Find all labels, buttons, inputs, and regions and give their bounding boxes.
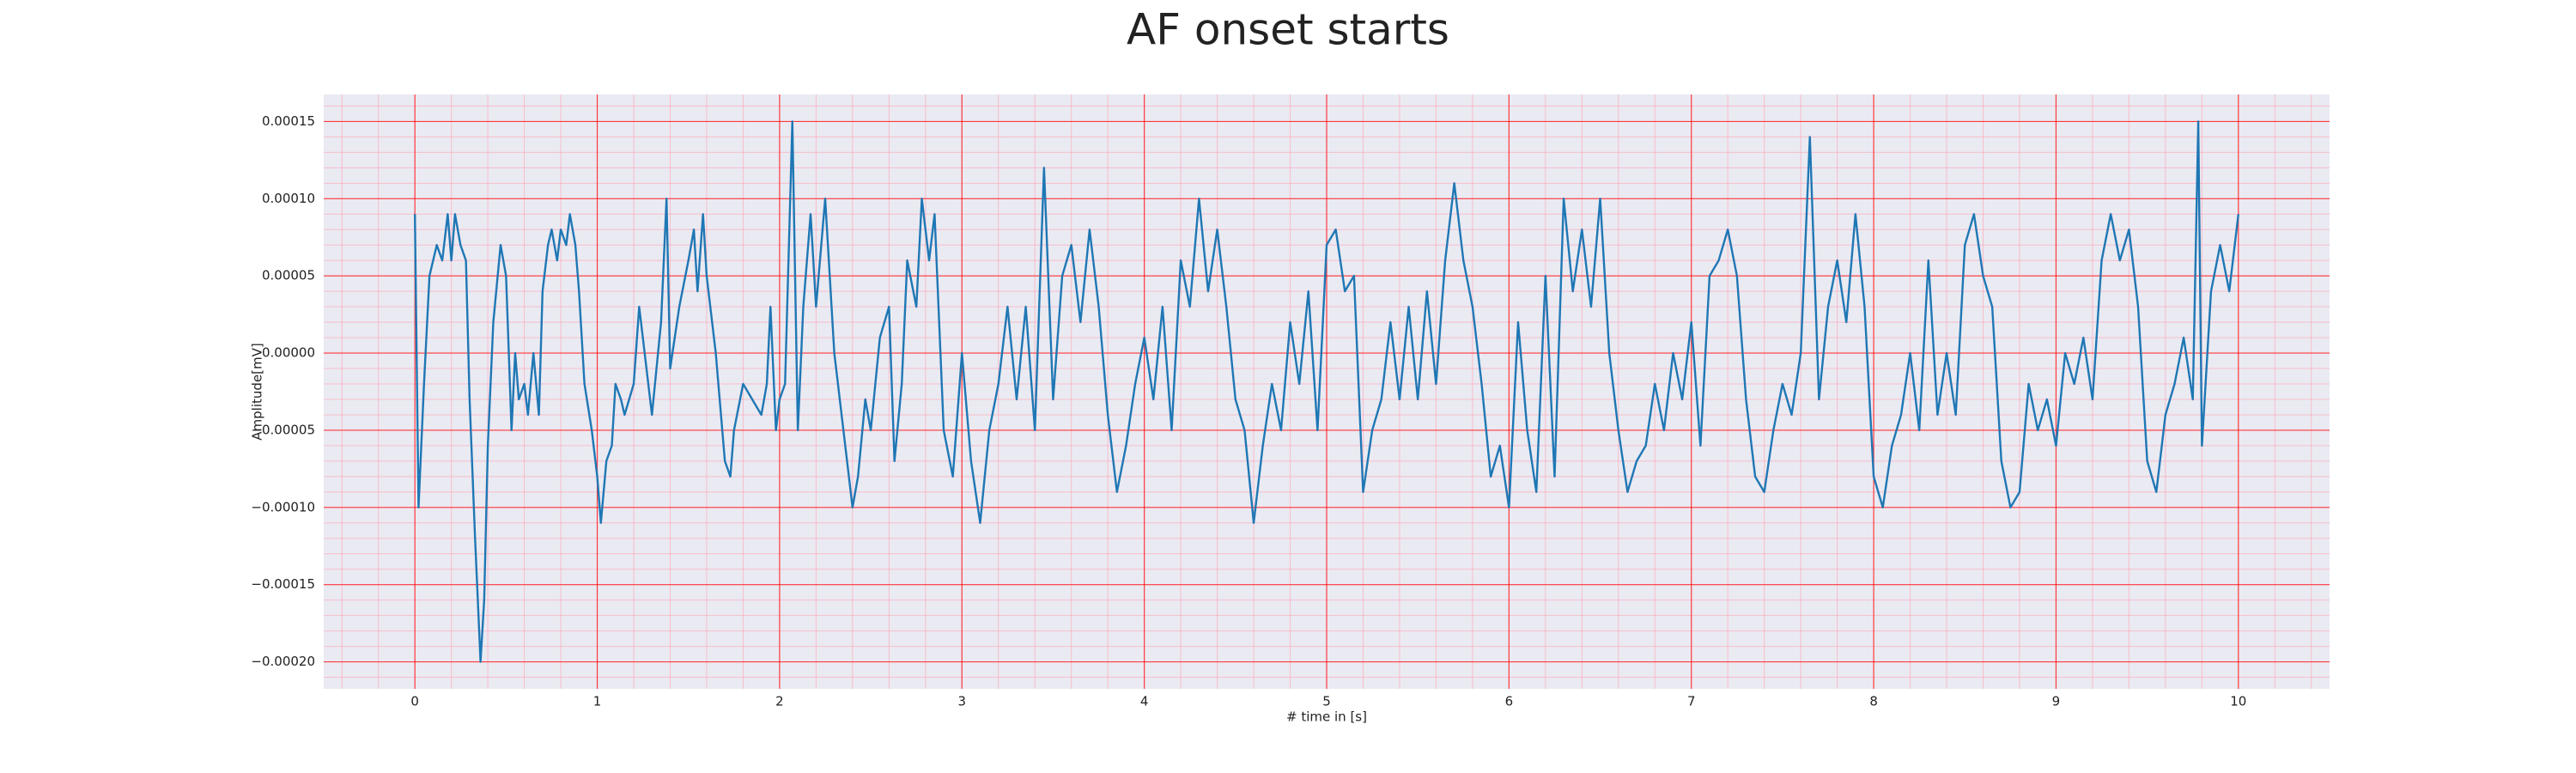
x-tick-label: 3 (957, 694, 966, 709)
y-tick-label: −0.00015 (251, 576, 315, 592)
y-tick-label: 0.00015 (262, 113, 315, 129)
y-tick-label: 0.00010 (262, 191, 315, 206)
x-tick-label: 1 (593, 694, 602, 709)
x-tick-label: 8 (1869, 694, 1878, 709)
chart-title: AF onset starts (1127, 5, 1449, 55)
y-axis-label: Amplitude[mV] (250, 343, 265, 440)
x-tick-label: 2 (775, 694, 784, 709)
x-tick-label: 7 (1687, 694, 1696, 709)
y-tick-label: −0.00010 (251, 499, 315, 514)
y-tick-label: 0.00000 (262, 345, 315, 361)
x-tick-label: 10 (2230, 694, 2246, 709)
x-tick-label: 9 (2052, 694, 2061, 709)
x-tick-label: 4 (1140, 694, 1149, 709)
signal-line (413, 120, 2240, 663)
x-axis-label: # time in [s] (1286, 709, 1367, 725)
y-tick-label: 0.00005 (262, 268, 315, 283)
y-tick-label: −0.00005 (251, 422, 315, 437)
y-tick-label: −0.00020 (251, 654, 315, 669)
x-tick-label: 6 (1505, 694, 1514, 709)
x-tick-label: 5 (1322, 694, 1331, 709)
x-tick-label: 0 (410, 694, 419, 709)
